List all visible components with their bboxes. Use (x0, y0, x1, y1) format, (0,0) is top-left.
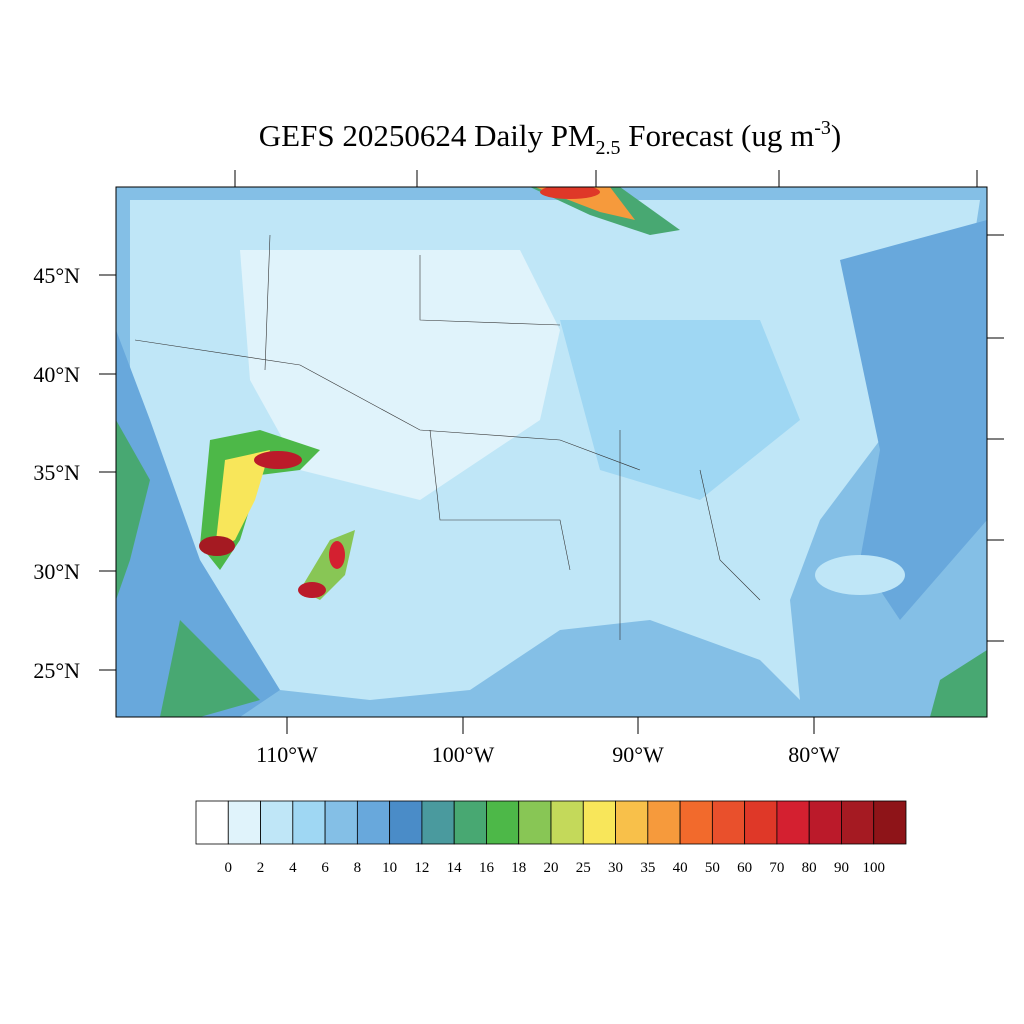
colorbar-box (518, 800, 552, 845)
lon-label: 110°W (256, 742, 318, 767)
lat-label: 25°N (33, 658, 80, 683)
colorbar-box (841, 800, 875, 845)
colorbar-box (679, 800, 713, 845)
colorbar-label: 100 (862, 860, 885, 876)
lon-label: 100°W (432, 742, 495, 767)
colorbar-label: 30 (608, 860, 623, 876)
colorbar-label: 10 (382, 860, 397, 876)
colorbar-box (744, 800, 778, 845)
title-end: ) (831, 118, 841, 153)
lat-label: 35°N (33, 460, 80, 485)
map-field (116, 187, 987, 717)
title: GEFS 20250624 Daily PM2.5 Forecast (ug m… (259, 117, 841, 159)
colorbar-box (808, 800, 842, 845)
colorbar-label: 35 (640, 860, 655, 876)
colorbar-box (776, 800, 810, 845)
colorbar-box (389, 800, 423, 845)
colorbar-label: 70 (769, 860, 784, 876)
colorbar-label: 2 (257, 860, 265, 876)
colorbar-label: 60 (737, 860, 752, 876)
lat-label: 30°N (33, 559, 80, 584)
colorbar-label: 16 (479, 860, 495, 876)
title-sub: 2.5 (596, 137, 621, 159)
frame-ticks (99, 170, 1004, 734)
colorbar-box (195, 800, 229, 845)
colorbar-label: 90 (834, 860, 849, 876)
colorbar-box (324, 800, 358, 845)
colorbar-box (260, 800, 294, 845)
colorbar-label: 14 (447, 860, 463, 876)
colorbar-label: 0 (225, 860, 233, 876)
lon-label: 90°W (612, 742, 664, 767)
colorbar-box (873, 800, 907, 845)
colorbar-label: 12 (414, 860, 429, 876)
colorbar-label: 18 (511, 860, 526, 876)
colorbar-box (227, 800, 261, 845)
colorbar-label: 6 (321, 860, 329, 876)
title-mid: Forecast (ug m (621, 118, 815, 153)
colorbar-label: 80 (802, 860, 817, 876)
lat-label: 45°N (33, 263, 80, 288)
colorbar-box (421, 800, 455, 845)
colorbar-box (550, 800, 584, 845)
colorbar-box (711, 800, 746, 845)
colorbar-box (292, 800, 326, 845)
colorbar-label: 4 (289, 860, 297, 876)
colorbar-box (647, 800, 681, 845)
title-sup: -3 (814, 117, 831, 139)
colorbar-box (486, 800, 520, 845)
colorbar-label: 20 (544, 860, 559, 876)
title-main: GEFS 20250624 Daily PM (259, 118, 596, 153)
colorbar-box (356, 800, 391, 845)
colorbar-label: 50 (705, 860, 720, 876)
colorbar-box (582, 800, 616, 845)
colorbar-box (615, 800, 649, 845)
colorbar-label: 25 (576, 860, 591, 876)
lon-label: 80°W (788, 742, 840, 767)
colorbar-label: 40 (673, 860, 688, 876)
lat-label: 40°N (33, 362, 80, 387)
colorbar-box (453, 800, 487, 845)
map-frame (115, 186, 988, 718)
colorbar-label: 8 (354, 860, 362, 876)
